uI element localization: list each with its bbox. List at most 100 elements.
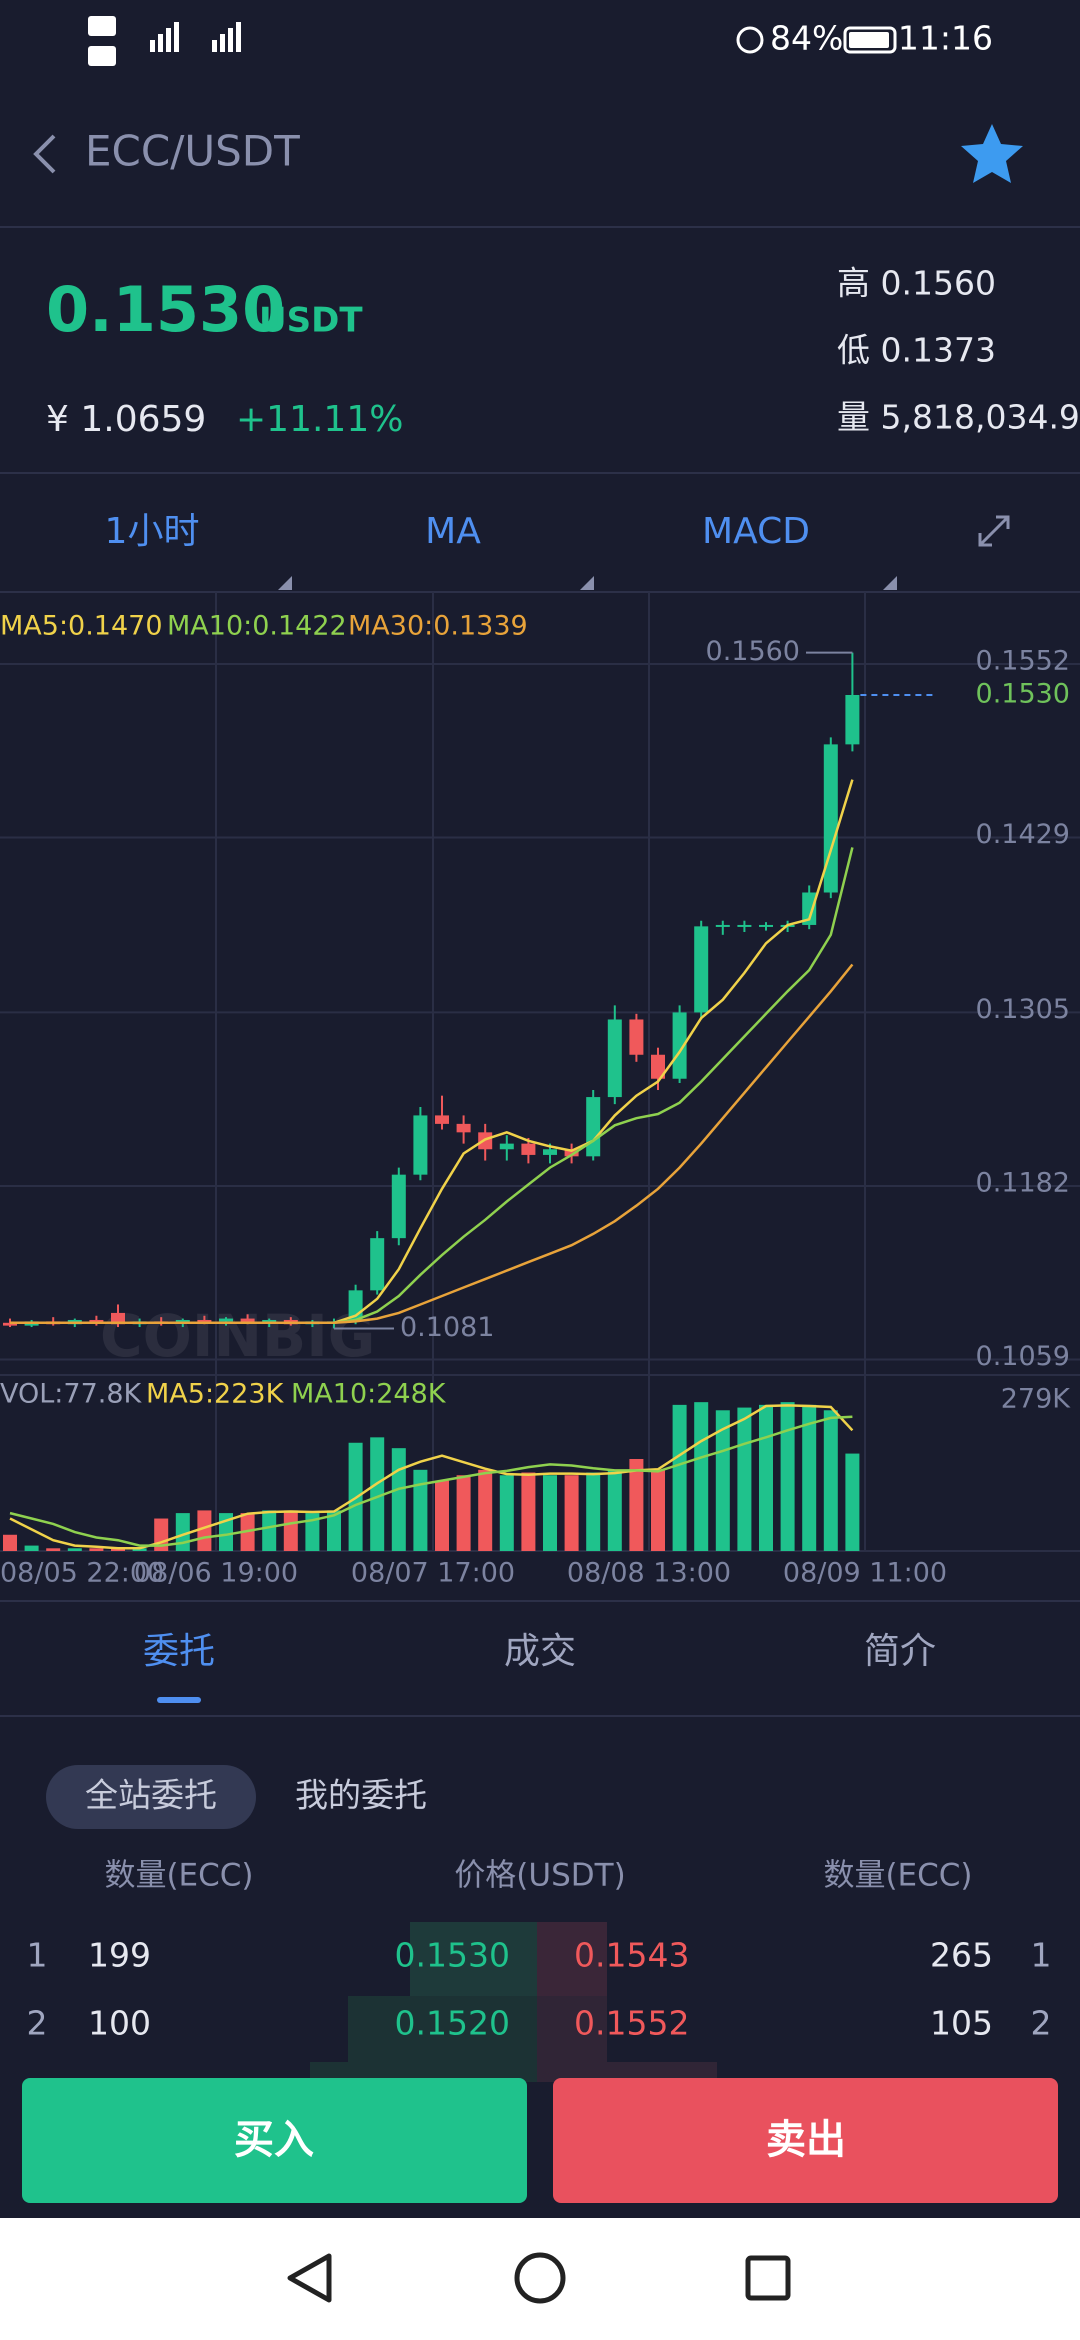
volume-bar [435,1480,449,1551]
candle-body [391,1174,406,1239]
volume-bar [197,1510,212,1551]
volume-bar [802,1404,817,1551]
candle-body [845,694,860,745]
volume-bar [564,1475,579,1551]
order-book-cell: 0.1530 [395,1936,510,1975]
sell-label[interactable]: 卖出 [766,2117,846,2163]
candle-body [435,1115,449,1124]
buy-label[interactable]: 买入 [234,2117,314,2163]
candle-body [607,1019,622,1098]
volume-bar [305,1513,320,1551]
candle-body [629,1019,644,1055]
volume-bar [24,1545,39,1551]
volume-bar [413,1469,428,1551]
x-tick-label: 08/05 22:00 [0,1558,164,1589]
volume-bar [283,1510,298,1551]
candle-body [823,744,838,893]
filter-pill[interactable] [46,1765,256,1829]
kline-chart: COINBIG0.15520.14290.13050.11820.1059MA5… [0,592,1080,1589]
order-book-cell: 199 [88,1936,151,1975]
indicator-tab[interactable]: MA [425,511,481,552]
pair-title: ECC/USDT [85,127,300,176]
volume-bar [478,1469,493,1551]
volume-bar [651,1469,665,1551]
candle-body [370,1238,385,1291]
volume-bar [132,1548,147,1551]
volume-bar [521,1472,536,1551]
volume-bar [327,1510,341,1551]
y-tick-label: 0.1305 [976,994,1070,1025]
interval-tab[interactable]: 1小时 [105,511,200,552]
order-book-cell: 1 [27,1936,48,1975]
dropdown-markers [278,576,897,590]
low-label: 0.1081 [400,1312,494,1343]
volume-bar [111,1548,125,1551]
order-book-cell: 2 [27,2004,48,2043]
buy-button[interactable] [22,2078,527,2203]
high-label: 0.1560 [706,636,800,667]
legend-entry: MA10:0.1422 [167,611,347,642]
y-tick-label: 0.1552 [976,645,1070,676]
fullscreen-button[interactable] [978,515,1010,547]
tab-indicator [157,1697,201,1703]
candle-body [89,1319,104,1323]
status-icons [88,16,897,66]
filter-all[interactable]: 全站委托 [85,1776,217,1815]
volume-bar [694,1402,709,1551]
order-book-cell: 2 [1031,2004,1052,2043]
volume-bar [737,1407,752,1551]
candle-body [651,1054,665,1079]
candle-body [586,1097,601,1157]
detail-tab[interactable]: 成交 [504,1631,576,1672]
column-header: 数量(ECC) [104,1858,253,1894]
volume-legend-title: VOL:77.8K [0,1379,143,1410]
indicator-tab[interactable]: MACD [702,511,810,552]
order-book-cell: 100 [88,2004,151,2043]
volume-bar [759,1404,773,1551]
candle-body [219,1318,233,1322]
candle-body [262,1319,277,1323]
high-24h: 高 0.1560 [837,264,996,303]
x-tick-label: 08/07 17:00 [351,1558,515,1589]
sell-button[interactable] [553,2078,1058,2203]
candle-body [197,1319,212,1322]
detail-tab[interactable]: 简介 [864,1631,936,1672]
x-tick-label: 08/06 19:00 [134,1558,298,1589]
volume-bar [46,1548,61,1551]
volume-bar [845,1453,860,1551]
nav-home[interactable] [514,2252,566,2304]
volume-bar [629,1458,644,1551]
volume-bar [262,1510,277,1551]
legend-entry: MA10:248K [291,1379,447,1410]
candle-body [111,1312,125,1325]
y-tick-label: 0.1059 [976,1341,1070,1372]
order-book-cell: 0.1552 [574,2004,689,2043]
y-tick-label: 0.1182 [976,1167,1070,1198]
candle-body [802,892,817,925]
order-book: 1 199 0.1530 0.1543 265 1 2 100 0.1520 0.1552 105 2 [27,1936,1052,2043]
filter-mine[interactable]: 我的委托 [295,1776,427,1815]
candle-body [543,1149,557,1155]
volume-bar [3,1534,17,1551]
favorite-star[interactable] [961,124,1023,183]
last-price-label: 0.1530 [976,678,1070,709]
depth-background [310,1922,717,2082]
volume-bar [607,1469,622,1551]
candle-body [3,1322,17,1326]
order-book-cell: 0.1520 [395,2004,510,2043]
clock: 11:16 [898,19,993,58]
candle-body [521,1143,536,1155]
candle-body [456,1123,471,1133]
volume-bar [543,1475,557,1551]
volume-tick-label: 279K [1001,1384,1072,1415]
nav-recents[interactable] [745,2255,791,2301]
back-button[interactable] [33,134,56,174]
nav-bar [0,2218,1080,2340]
nav-back[interactable] [287,2253,332,2303]
detail-tab[interactable]: 委托 [143,1631,215,1672]
change-percent: +11.11% [236,399,403,440]
cny-price: ¥ 1.0659 [46,399,206,440]
volume-24h: 量 5,818,034.92 [837,398,1080,437]
volume-bar [391,1448,406,1551]
legend-entry: MA30:0.1339 [348,611,528,642]
